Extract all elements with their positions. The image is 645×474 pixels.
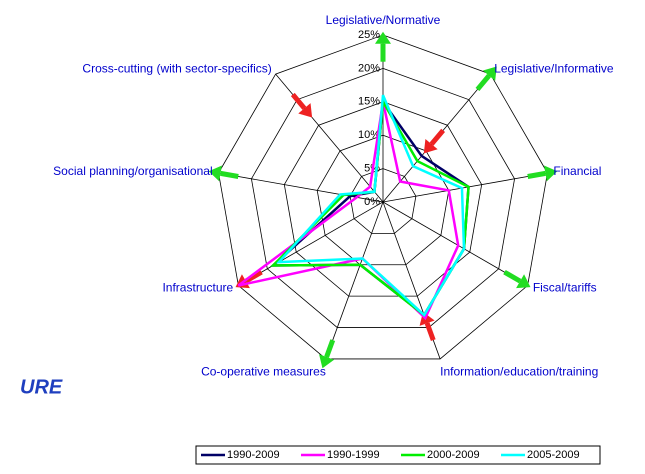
category-label: Information/education/training [440, 365, 598, 379]
category-label: Infrastructure [162, 281, 233, 295]
legend-label: 2005-2009 [527, 449, 580, 461]
category-label: Co-operative measures [201, 365, 326, 379]
r-tick-label: 15% [358, 96, 380, 108]
arrow-head [319, 354, 335, 369]
category-label: Legislative/Normative [326, 13, 441, 27]
arrow-shaft [244, 269, 263, 284]
arrow-head [482, 66, 497, 81]
r-tick-label: 10% [358, 129, 380, 141]
arrow-shaft [290, 92, 307, 110]
category-label: Legislative/Informative [494, 62, 614, 76]
spoke [325, 201, 384, 360]
category-label: Financial [553, 164, 601, 178]
arrow-shaft [220, 170, 239, 179]
category-label: Cross-cutting (with sector-specifics) [82, 62, 271, 76]
arrow-shaft [429, 128, 446, 146]
r-tick-label: 25% [358, 29, 380, 41]
grid-line [251, 67, 515, 328]
legend-box [195, 445, 601, 465]
series-line [237, 101, 460, 321]
spoke [382, 172, 548, 203]
r-tick-label: 20% [358, 62, 380, 74]
arrow-head [208, 165, 222, 182]
legend-label: 1990-1999 [327, 449, 380, 461]
series-line [275, 94, 466, 317]
grid-line [218, 34, 548, 360]
category-label: Fiscal/tariffs [533, 281, 597, 295]
arrow-head [375, 31, 391, 44]
category-label: Social planning/organisational [53, 164, 212, 178]
arrow-head [423, 139, 438, 154]
legend-label: 1990-2009 [227, 449, 280, 461]
arrow-shaft [503, 269, 522, 284]
partial-text: URE [20, 376, 63, 398]
arrow-shaft [424, 322, 436, 341]
arrow-shaft [324, 339, 336, 358]
spoke [218, 172, 384, 203]
legend-label: 2000-2009 [427, 449, 480, 461]
arrow-head [298, 103, 313, 118]
arrow-head [516, 274, 531, 289]
spoke [382, 201, 528, 286]
grid-line [283, 101, 483, 297]
r-tick-label: 0% [364, 196, 380, 208]
grid-line [349, 168, 417, 234]
arrow-shaft [527, 170, 546, 179]
arrow-shaft [475, 74, 491, 92]
spoke [238, 201, 384, 286]
arrow-head [544, 165, 558, 182]
